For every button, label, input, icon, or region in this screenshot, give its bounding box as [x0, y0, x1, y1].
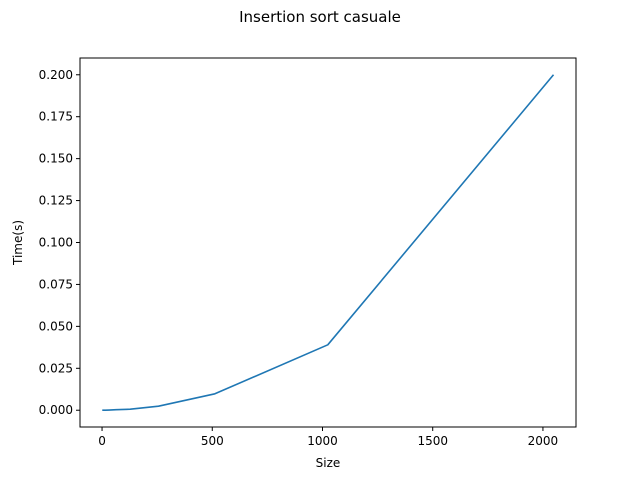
plot-area-frame: [80, 58, 576, 427]
y-tick-label: 0.150: [39, 152, 73, 166]
x-axis-ticks: 0 500 1000 1500 2000: [98, 427, 558, 448]
y-tick-label: 0.175: [39, 110, 73, 124]
series-layer: [102, 75, 553, 410]
y-tick-label: 0.050: [39, 319, 73, 333]
y-tick-label: 0.125: [39, 194, 73, 208]
x-axis-label: Size: [316, 456, 341, 470]
y-tick-label: 0.000: [39, 403, 73, 417]
y-tick-label: 0.025: [39, 361, 73, 375]
x-tick-label: 500: [201, 434, 224, 448]
chart-title: Insertion sort casuale: [239, 8, 401, 26]
series-line: [102, 75, 553, 410]
x-tick-label: 0: [98, 434, 106, 448]
x-tick-label: 1000: [307, 434, 338, 448]
y-axis-ticks: 0.000 0.025 0.050 0.075 0.100 0.125 0.150 0.175…: [39, 68, 80, 417]
y-tick-label: 0.200: [39, 68, 73, 82]
y-tick-label: 0.075: [39, 277, 73, 291]
x-tick-label: 1500: [417, 434, 448, 448]
x-tick-label: 2000: [528, 434, 559, 448]
y-tick-label: 0.100: [39, 236, 73, 250]
y-axis-label: Time(s): [11, 220, 25, 266]
